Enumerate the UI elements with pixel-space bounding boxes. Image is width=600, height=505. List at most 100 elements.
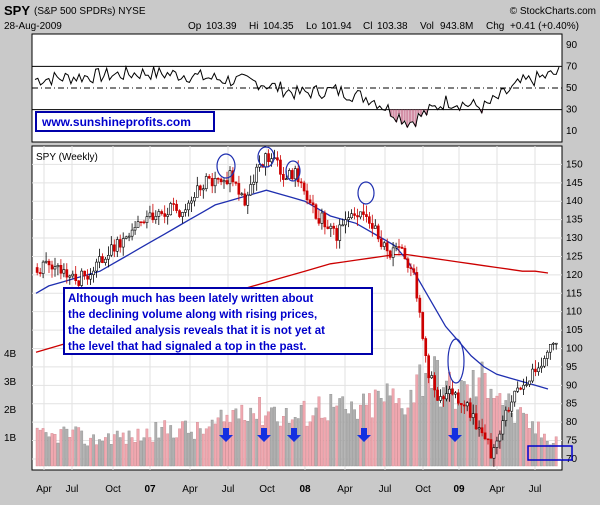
volume-bar xyxy=(373,389,377,467)
volume-bar xyxy=(273,406,276,467)
candle-body xyxy=(471,413,475,418)
volume-bar xyxy=(127,430,131,467)
candle-body xyxy=(362,211,365,215)
volume-bar xyxy=(77,427,81,467)
volume-bar xyxy=(166,433,170,467)
volume-bar xyxy=(59,429,63,467)
candle-body xyxy=(35,267,39,273)
candle-body xyxy=(323,212,327,228)
candle-body xyxy=(86,275,89,280)
candle-body xyxy=(204,176,208,189)
volume-bar xyxy=(80,430,84,467)
price-tick-label: 125 xyxy=(566,251,583,262)
candle-body xyxy=(216,178,220,180)
volume-bar xyxy=(445,380,448,467)
x-tick-label: Jul xyxy=(222,484,235,495)
candle-body xyxy=(329,225,333,229)
volume-bar xyxy=(83,443,87,467)
peak-circle xyxy=(357,181,375,205)
volume-bar xyxy=(350,401,353,467)
candle-body xyxy=(246,194,250,206)
candle-body xyxy=(44,260,48,263)
volume-bar xyxy=(368,393,371,467)
candle-body xyxy=(113,244,116,252)
rsi-tick-label: 70 xyxy=(566,61,578,72)
candle-body xyxy=(483,432,487,440)
candle-body xyxy=(519,387,522,390)
annotation-line: the detailed analysis reveals that it is… xyxy=(68,325,325,337)
candle-body xyxy=(400,246,404,249)
candle-body xyxy=(554,342,558,345)
volume-bar xyxy=(133,442,137,467)
volume-bar xyxy=(543,433,546,467)
volume-bar xyxy=(89,437,92,467)
volume-bar xyxy=(394,403,398,467)
rsi-tick-label: 50 xyxy=(566,83,578,94)
volume-bar xyxy=(439,406,442,467)
candle-body xyxy=(47,260,51,266)
candle-body xyxy=(489,439,493,459)
candle-body xyxy=(353,213,356,216)
candle-body xyxy=(320,212,324,224)
candle-body xyxy=(196,185,199,198)
watermark-text: www.sunshineprofits.com xyxy=(41,115,191,129)
candle-body xyxy=(98,256,101,263)
candle-body xyxy=(284,178,288,180)
price-tick-label: 130 xyxy=(566,233,583,244)
candle-body xyxy=(317,218,321,224)
volume-bar xyxy=(109,444,113,467)
chart-date: 28-Aug-2009 xyxy=(4,21,62,32)
volume-bar xyxy=(169,425,173,467)
candle-body xyxy=(175,203,178,211)
volume-bar xyxy=(522,412,525,467)
candle-body xyxy=(341,224,344,227)
candle-body xyxy=(498,433,502,442)
candle-body xyxy=(50,264,54,270)
volume-bar xyxy=(92,434,95,467)
price-tick-label: 80 xyxy=(566,417,578,428)
candle-body xyxy=(127,235,131,238)
volume-arrow-icon xyxy=(257,428,271,442)
candle-body xyxy=(311,202,315,206)
volume-bar xyxy=(344,409,348,467)
candle-body xyxy=(89,274,92,280)
volume-bar xyxy=(370,417,374,467)
volume-bar xyxy=(498,393,502,467)
candle-body xyxy=(314,204,318,219)
volume-bar xyxy=(415,374,419,467)
x-tick-label: Apr xyxy=(36,484,52,495)
candle-body xyxy=(207,176,211,179)
candle-body xyxy=(157,211,161,217)
candle-body xyxy=(130,229,134,237)
volume-bar xyxy=(62,426,66,467)
x-tick-label: 07 xyxy=(144,484,156,495)
volume-bar xyxy=(534,433,537,467)
volume-bar xyxy=(201,433,205,467)
candle-body xyxy=(184,209,187,213)
x-tick-label: Oct xyxy=(105,484,121,495)
volume-bar xyxy=(317,396,321,467)
volume-bar xyxy=(412,402,416,467)
volume-bar xyxy=(240,404,244,467)
rsi-tick-label: 90 xyxy=(566,40,578,51)
peak-circle xyxy=(216,153,236,179)
candle-body xyxy=(359,211,362,218)
candle-body xyxy=(370,223,374,229)
candle-body xyxy=(151,212,155,221)
candle-body xyxy=(418,297,422,313)
volume-bar xyxy=(41,428,45,467)
volume-bar xyxy=(548,444,552,467)
volume-bar xyxy=(267,411,270,467)
volume-bar xyxy=(279,425,282,467)
candle-body xyxy=(451,388,454,395)
candle-body xyxy=(382,242,386,247)
volume-bar xyxy=(255,418,259,467)
op-value: 103.39 xyxy=(206,21,237,32)
volume-bar xyxy=(216,417,220,467)
volume-bar xyxy=(516,409,520,467)
cl-label: Cl xyxy=(363,21,372,32)
volume-bar xyxy=(385,383,389,467)
volume-bar xyxy=(252,413,256,467)
candle-body xyxy=(234,181,238,184)
volume-bar xyxy=(495,395,499,467)
